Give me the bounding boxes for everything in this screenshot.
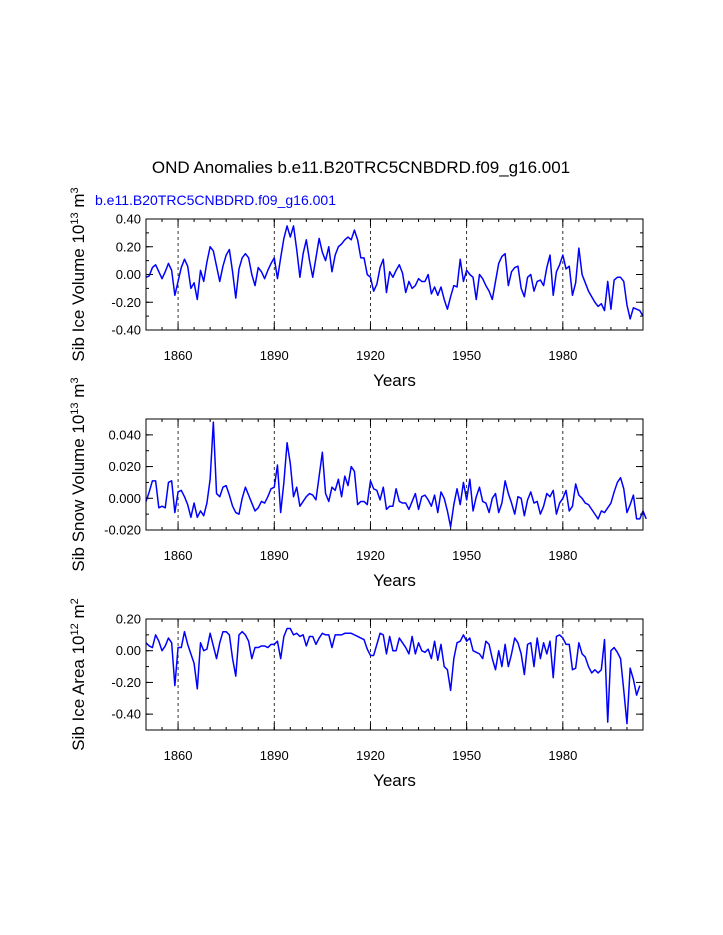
plot-frame xyxy=(145,418,644,531)
y-axis-label-superscript: 12 xyxy=(69,623,81,635)
y-axis-label-superscript: 3 xyxy=(69,187,81,193)
x-tick-label: 1860 xyxy=(164,348,193,363)
x-tick-label: 1920 xyxy=(356,748,385,763)
series-line xyxy=(145,627,641,725)
y-tick-label: -0.20 xyxy=(111,295,141,310)
x-tick-label: 1980 xyxy=(548,348,577,363)
panel-3: 1860 1890 1920 1950 1980 -0.40 -0.20 0.00 0.20 Ye… xyxy=(69,598,644,790)
y-axis-label-part: m xyxy=(69,193,88,212)
x-tick-label: 1950 xyxy=(452,548,481,563)
x-tick-label: 1950 xyxy=(452,348,481,363)
y-axis-label-part: Sib Ice Area 10 xyxy=(69,635,88,750)
y-axis-label-superscript: 13 xyxy=(69,212,81,224)
series-subtitle: b.e11.B20TRC5CNBDRD.f09_g16.001 xyxy=(95,192,336,208)
x-tick-label: 1890 xyxy=(260,348,289,363)
x-tick-label: 1860 xyxy=(164,548,193,563)
y-axis-label: Sib Ice Volume 1013 m3 xyxy=(69,187,88,361)
y-tick-label: -0.020 xyxy=(104,523,141,538)
x-tick-label: 1860 xyxy=(164,748,193,763)
y-tick-label: 0.20 xyxy=(116,612,141,627)
x-tick-label: 1920 xyxy=(356,548,385,563)
y-axis-label: Sib Snow Volume 1013 m3 xyxy=(69,377,88,571)
y-axis-label-superscript: 3 xyxy=(69,377,81,383)
y-tick-label: -0.20 xyxy=(111,675,141,690)
panels: 1860 1890 1920 1950 1980 -0.40 -0.20 0.00 0.20 0.… xyxy=(69,187,647,790)
x-axis-label: Years xyxy=(373,771,416,790)
x-tick-label: 1890 xyxy=(260,548,289,563)
plot-frame xyxy=(145,218,644,331)
x-tick-label: 1980 xyxy=(548,548,577,563)
y-axis-label-part: Sib Ice Volume 10 xyxy=(69,225,88,362)
figure-title: OND Anomalies b.e11.B20TRC5CNBDRD.f09_g1… xyxy=(152,158,570,177)
series-line xyxy=(145,421,647,528)
y-axis-label-superscript: 2 xyxy=(69,598,81,604)
x-tick-label: 1950 xyxy=(452,748,481,763)
y-tick-label: 0.20 xyxy=(116,239,141,254)
x-tick-label: 1980 xyxy=(548,748,577,763)
y-tick-label: 0.40 xyxy=(116,212,141,227)
y-tick-label: 0.020 xyxy=(108,459,141,474)
y-tick-label: 0.00 xyxy=(116,643,141,658)
x-tick-label: 1890 xyxy=(260,748,289,763)
y-tick-label: 0.040 xyxy=(108,427,141,442)
panel-1: 1860 1890 1920 1950 1980 -0.40 -0.20 0.00 0.20 0.… xyxy=(69,187,644,390)
y-tick-label: 0.00 xyxy=(116,267,141,282)
x-tick-label: 1920 xyxy=(356,348,385,363)
y-axis-label-part: m xyxy=(69,384,88,403)
series-line xyxy=(145,225,644,320)
y-tick-label: -0.40 xyxy=(111,323,141,338)
y-axis-label-superscript: 13 xyxy=(69,402,81,414)
y-tick-label: 0.000 xyxy=(108,491,141,506)
panel-2: 1860 1890 1920 1950 1980 -0.020 0.000 0.020 0.04… xyxy=(69,377,647,590)
y-axis-label-part: m xyxy=(69,604,88,623)
plot-frame xyxy=(145,618,644,731)
y-tick-label: -0.40 xyxy=(111,707,141,722)
y-axis-label-part: Sib Snow Volume 10 xyxy=(69,415,88,572)
x-axis-label: Years xyxy=(373,571,416,590)
x-axis-label: Years xyxy=(373,371,416,390)
y-axis-label: Sib Ice Area 1012 m2 xyxy=(69,598,88,751)
